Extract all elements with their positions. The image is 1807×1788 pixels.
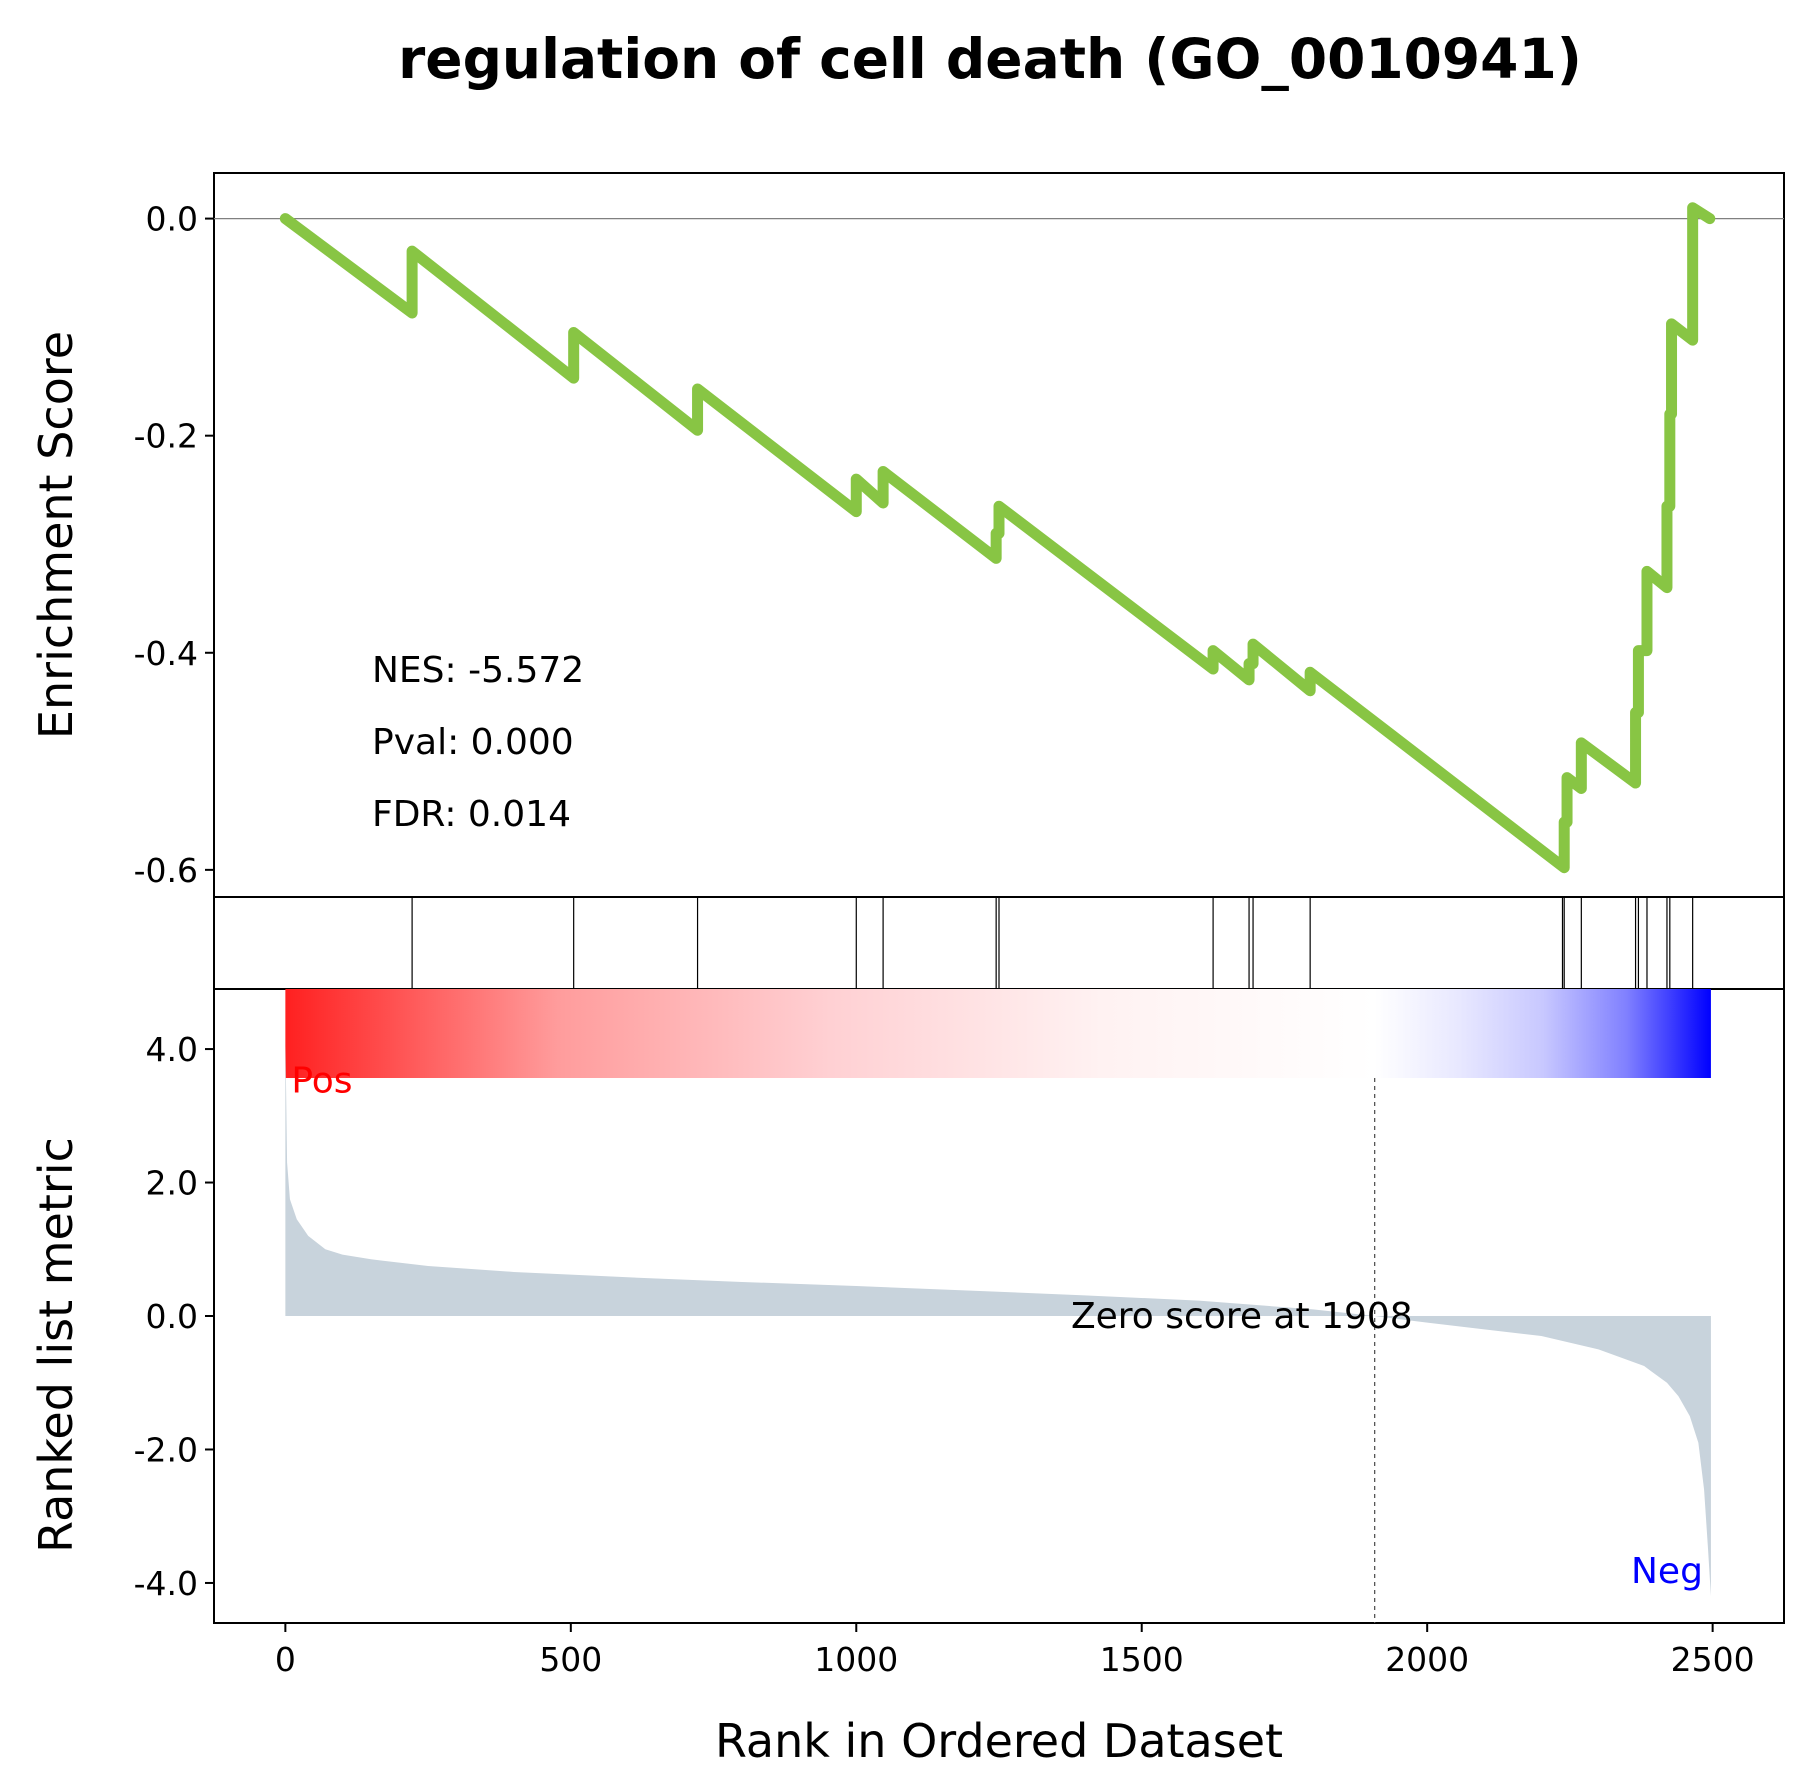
ranked-metric-y-axis-label: Ranked list metric	[29, 1137, 83, 1553]
enrichment-y-tick-label: -0.4	[134, 634, 198, 673]
pos-label: Pos	[291, 1060, 352, 1101]
enrichment-y-tick-label: -0.6	[134, 851, 198, 890]
ranked-metric-y-tick-label: 0.0	[146, 1297, 198, 1336]
x-tick-label: 0	[275, 1640, 296, 1679]
x-axis-ticks: 0 500 1000 1500 2000 2500	[275, 1623, 1755, 1679]
enrichment-score-line	[279, 202, 1716, 874]
neg-label: Neg	[1631, 1551, 1703, 1592]
x-tick-label: 2500	[1671, 1640, 1755, 1679]
pval-annotation: Pval: 0.000	[372, 722, 574, 763]
enrichment-panel: 0.0-0.2-0.4-0.6 NES: -5.572 Pval: 0.000 …	[29, 172, 1785, 898]
x-tick-label: 500	[539, 1640, 602, 1679]
nes-annotation: NES: -5.572	[372, 650, 584, 691]
ranked-metric-panel: Zero score at 1908 Pos Neg 4.0 2.0 0.0 -2.0…	[29, 988, 1785, 1624]
ranked-metric-y-tick-label: -2.0	[134, 1430, 198, 1469]
ranked-metric-y-tick-label: 4.0	[146, 1030, 198, 1069]
enrichment-y-ticks: 0.0 -0.2 -0.4 -0.6	[134, 200, 214, 890]
ranked-metric-y-ticks: 4.0 2.0 0.0 -2.0 -4.0	[134, 1030, 214, 1603]
x-axis-label: Rank in Ordered Dataset	[715, 1714, 1283, 1768]
ranked-metric-area	[285, 1035, 1711, 1597]
hits-panel	[213, 896, 1785, 990]
rank-color-gradient	[285, 989, 1711, 1078]
fdr-annotation: FDR: 0.014	[372, 794, 571, 835]
x-tick-label: 1500	[1100, 1640, 1184, 1679]
zero-score-label: Zero score at 1908	[1071, 1296, 1413, 1337]
hit-lines	[411, 897, 1694, 989]
x-tick-label: 1000	[814, 1640, 898, 1679]
chart-title: regulation of cell death (GO_0010941)	[398, 27, 1582, 91]
enrichment-y-tick-label: -0.2	[134, 417, 198, 456]
enrichment-y-axis-label: Enrichment Score	[29, 331, 83, 739]
enrichment-y-tick-label: 0.0	[146, 200, 198, 239]
x-tick-label: 2000	[1385, 1640, 1469, 1679]
ranked-metric-y-tick-label: -4.0	[134, 1564, 198, 1603]
ranked-metric-y-tick-label: 2.0	[146, 1164, 198, 1203]
